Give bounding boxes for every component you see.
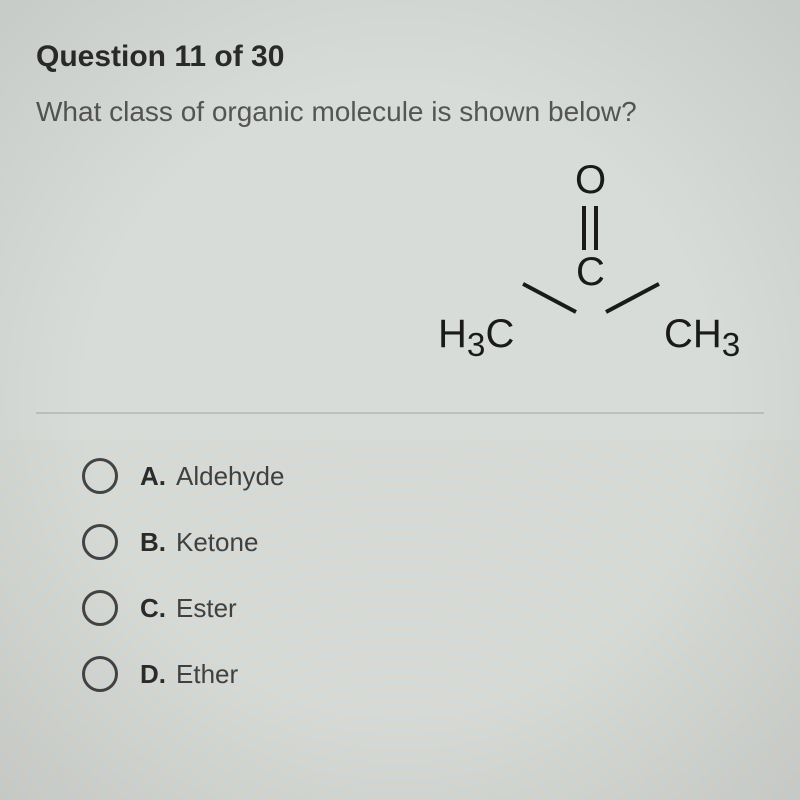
atom-carbon: C (576, 250, 605, 295)
group-right-sub: 3 (722, 327, 741, 364)
group-left-sub: 3 (467, 327, 486, 364)
option-c[interactable]: C. Ester (82, 590, 764, 626)
options-list: A. Aldehyde B. Ketone C. Ester D. Ether (36, 458, 764, 692)
double-bond-line-2 (594, 206, 598, 250)
radio-icon[interactable] (82, 524, 118, 560)
divider (36, 412, 764, 414)
option-letter: D. (140, 659, 166, 690)
radio-icon[interactable] (82, 458, 118, 494)
radio-icon[interactable] (82, 590, 118, 626)
option-letter: C. (140, 593, 166, 624)
radio-icon[interactable] (82, 656, 118, 692)
atom-oxygen: O (575, 158, 606, 203)
option-d[interactable]: D. Ether (82, 656, 764, 692)
question-text: What class of organic molecule is shown … (36, 96, 764, 128)
option-b[interactable]: B. Ketone (82, 524, 764, 560)
double-bond-line-1 (582, 206, 586, 250)
group-left-h3c: H3C (438, 312, 514, 365)
option-text: Aldehyde (176, 461, 284, 492)
molecule: O C H3C CH3 (416, 164, 756, 374)
option-a[interactable]: A. Aldehyde (82, 458, 764, 494)
group-left-suffix: C (485, 312, 514, 356)
question-page: Question 11 of 30 What class of organic … (0, 0, 800, 692)
option-letter: A. (140, 461, 166, 492)
molecule-diagram: O C H3C CH3 (36, 164, 764, 394)
group-right-prefix: CH (664, 312, 722, 356)
option-text: Ether (176, 659, 238, 690)
option-text: Ketone (176, 527, 258, 558)
group-left-prefix: H (438, 312, 467, 356)
group-right-ch3: CH3 (664, 312, 740, 365)
option-text: Ester (176, 593, 237, 624)
option-letter: B. (140, 527, 166, 558)
bond-right (605, 282, 660, 314)
bond-left (522, 282, 577, 314)
question-header: Question 11 of 30 (36, 40, 764, 74)
